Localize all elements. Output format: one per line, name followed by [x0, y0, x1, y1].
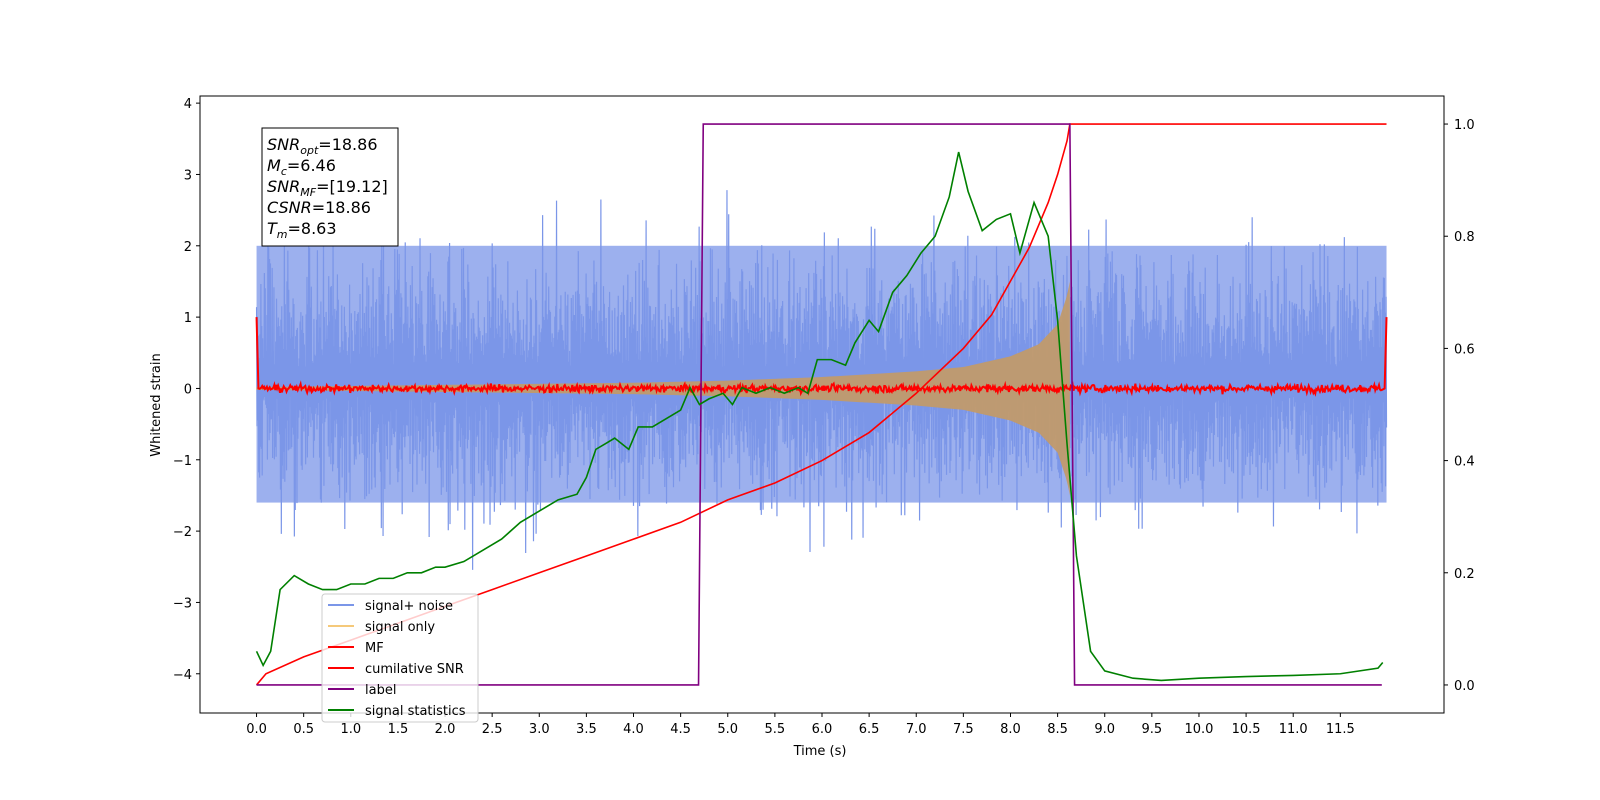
y-axis-label: Whitened strain [149, 353, 164, 456]
y2-tick-label: 0.2 [1454, 567, 1475, 582]
x-tick-label: 10.5 [1232, 722, 1261, 737]
legend-label: signal statistics [365, 704, 466, 719]
label-line [256, 123, 1382, 686]
x-tick-label: 6.0 [812, 722, 833, 737]
x-tick-label: 10.0 [1184, 722, 1213, 737]
x-tick-label: 11.5 [1326, 722, 1355, 737]
x-tick-label: 7.0 [906, 722, 927, 737]
x-tick-label: 6.5 [859, 722, 880, 737]
x-tick-label: 7.5 [953, 722, 974, 737]
y-tick-label: −1 [173, 454, 192, 469]
y2-tick-label: 0.6 [1454, 342, 1475, 357]
y-axis-right: 0.0 0.2 0.4 0.6 0.8 1.0 [1444, 118, 1475, 694]
x-tick-label: 9.0 [1094, 722, 1115, 737]
x-tick-label: 1.5 [388, 722, 409, 737]
y2-tick-label: 0.8 [1454, 230, 1475, 245]
stats-line: CSNR=18.86 [267, 198, 371, 217]
y2-tick-label: 0.0 [1454, 679, 1475, 694]
x-tick-label: 4.5 [670, 722, 691, 737]
legend-label: signal only [365, 620, 435, 635]
mf-line [255, 317, 1388, 397]
x-tick-label: 8.0 [1000, 722, 1021, 737]
stats-line: Tm=8.63 [267, 219, 337, 241]
legend-frame [321, 593, 479, 723]
x-tick-label: 4.0 [623, 722, 644, 737]
stats-line: SNRMF=[19.12] [267, 177, 388, 199]
x-tick-label: 3.5 [576, 722, 597, 737]
y-tick-label: 1 [184, 311, 192, 326]
x-tick-label: 2.0 [435, 722, 456, 737]
y-tick-label: 0 [184, 382, 192, 397]
y-tick-label: −3 [173, 596, 192, 611]
x-tick-label: 5.0 [717, 722, 738, 737]
legend-label: label [365, 683, 396, 698]
label-series [256, 123, 1382, 686]
x-tick-label: 9.5 [1142, 722, 1163, 737]
legend-label: signal+ noise [365, 599, 453, 614]
stats-line: SNRopt=18.86 [267, 135, 378, 157]
y-tick-label: 4 [184, 97, 192, 112]
x-tick-label: 11.0 [1279, 722, 1308, 737]
x-tick-label: 3.0 [529, 722, 550, 737]
y-tick-label: 3 [184, 168, 192, 183]
signal-noise-series [255, 190, 1388, 570]
x-tick-label: 0.0 [246, 722, 267, 737]
x-tick-label: 2.5 [482, 722, 503, 737]
x-axis: 0.0 0.5 1.0 1.5 2.0 2.5 3.0 3.5 4.0 4.5 5.0 5.5 6.0 6… [246, 713, 1355, 737]
legend-label: cumilative SNR [365, 662, 464, 677]
y-tick-label: −2 [173, 525, 192, 540]
y-tick-label: −4 [173, 668, 192, 683]
x-tick-label: 5.5 [765, 722, 786, 737]
x-tick-label: 1.0 [340, 722, 361, 737]
y-axis-left: −4 −3 −2 −1 0 1 2 3 4 [173, 97, 200, 683]
stats-box-frame [261, 127, 399, 247]
stats-box: SNRopt=18.86Mc=6.46SNRMF=[19.12]CSNR=18.… [261, 127, 399, 247]
x-axis-label: Time (s) [793, 744, 847, 759]
y2-tick-label: 1.0 [1454, 118, 1475, 133]
signal-statistics-line [255, 151, 1384, 682]
x-tick-label: 8.5 [1047, 722, 1068, 737]
legend-label: MF [365, 641, 384, 656]
signal-statistics-series [255, 151, 1384, 682]
mf-series [255, 317, 1388, 397]
y2-tick-label: 0.4 [1454, 455, 1475, 470]
x-tick-label: 0.5 [293, 722, 314, 737]
stats-line: Mc=6.46 [267, 156, 336, 178]
legend: signal+ noise signal only MF cumilative SNR… [321, 593, 479, 723]
signal-noise-band [256, 245, 1387, 503]
y-tick-label: 2 [184, 240, 192, 255]
